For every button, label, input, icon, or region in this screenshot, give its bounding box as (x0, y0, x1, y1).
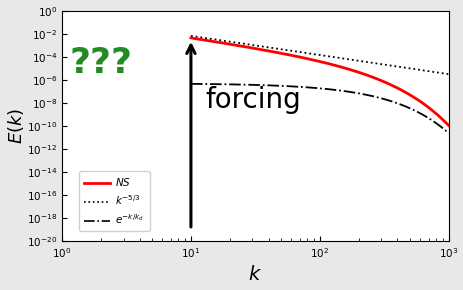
X-axis label: $k$: $k$ (248, 265, 262, 284)
Text: forcing: forcing (205, 86, 300, 114)
Legend: $NS$, $k^{-5/3}$, $e^{-k/k_d}$: $NS$, $k^{-5/3}$, $e^{-k/k_d}$ (79, 171, 149, 231)
Text: ???: ??? (69, 46, 132, 80)
Y-axis label: $E(k)$: $E(k)$ (6, 108, 25, 144)
